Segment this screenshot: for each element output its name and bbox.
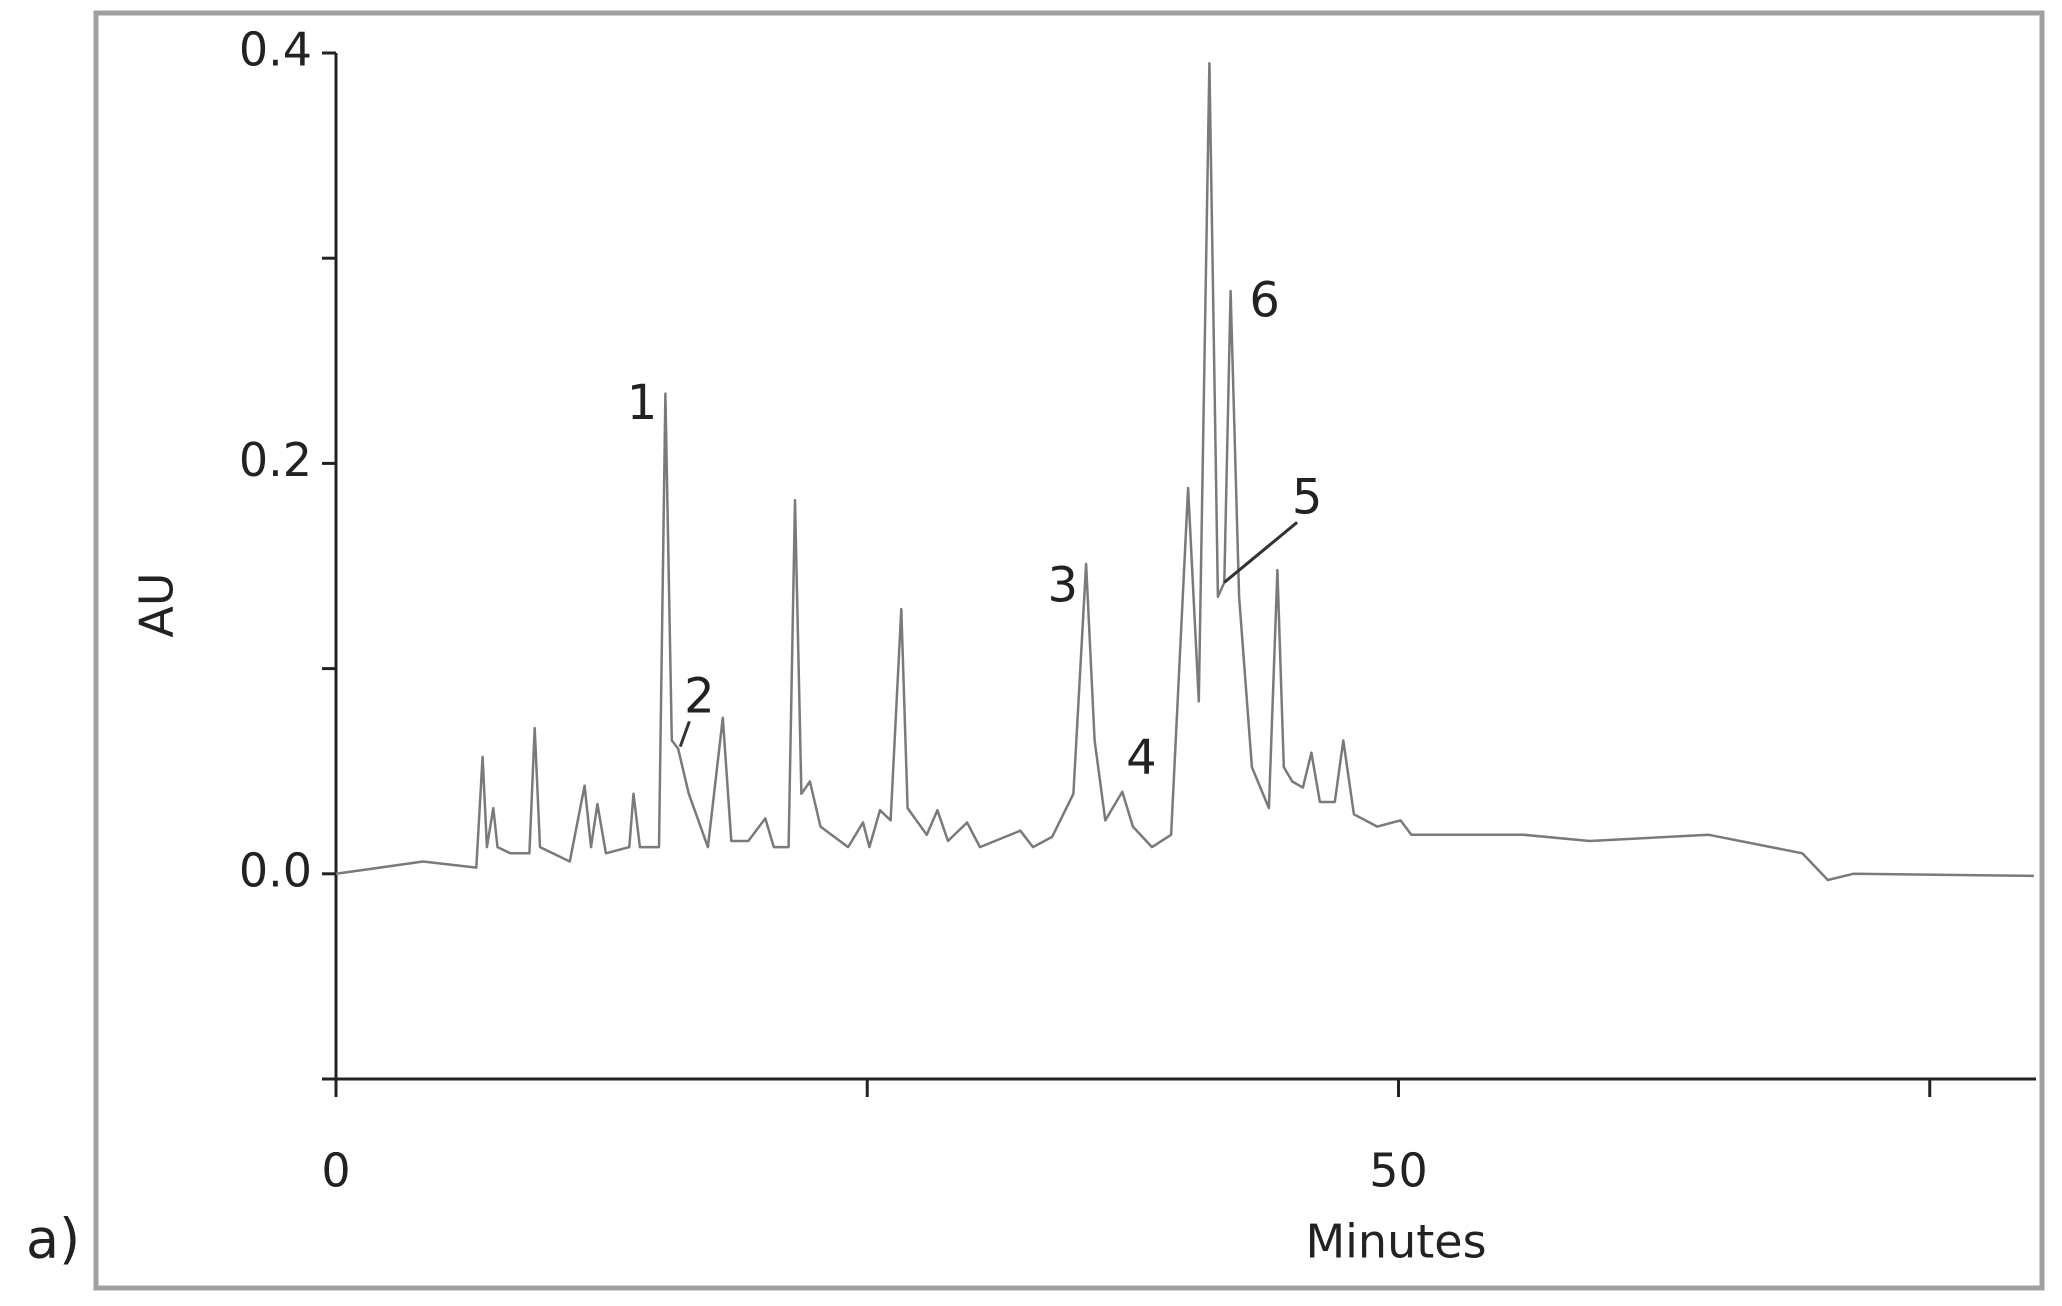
y-tick-label: 0.0 (239, 843, 312, 897)
peak-label: 3 (1047, 558, 1078, 614)
y-tick-label: 0.2 (239, 433, 312, 487)
peak-label: 5 (1292, 469, 1323, 525)
trace-line (335, 62, 2034, 882)
annotation-leader (1223, 521, 1299, 584)
peak-label: 4 (1126, 730, 1157, 786)
frame (93, 10, 2045, 1291)
peak-label: 2 (684, 668, 715, 724)
x-axis-label: Minutes (1305, 1215, 1486, 1269)
y-tick-label: 0.4 (239, 23, 312, 77)
peak-label: 6 (1249, 272, 1280, 328)
peak-label: 1 (627, 375, 658, 431)
y-axis-label: AU (130, 572, 184, 637)
x-tick-label: 50 (1369, 1144, 1428, 1198)
x-tick-label: 0 (321, 1144, 350, 1198)
annotation-leader (678, 720, 691, 748)
panel-label: a) (26, 1208, 80, 1271)
